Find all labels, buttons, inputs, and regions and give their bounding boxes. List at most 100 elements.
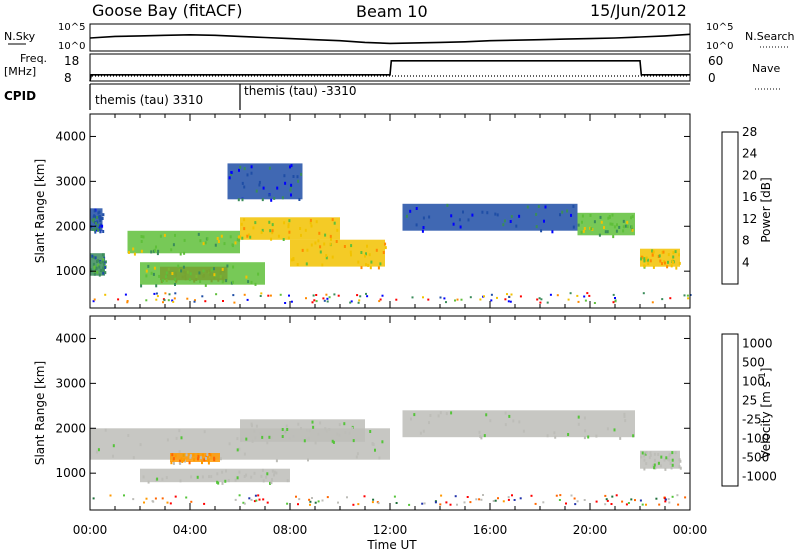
power-cell (356, 294, 359, 297)
power-cell (622, 225, 625, 229)
power-cell (284, 302, 287, 304)
power-cell (496, 296, 498, 299)
velocity-cell (671, 451, 674, 455)
power-cell (651, 249, 654, 253)
power-cell (604, 230, 607, 234)
velocity-cell (205, 455, 208, 459)
power-cell (147, 264, 150, 268)
power-cell (153, 266, 156, 270)
velocity-cell (297, 422, 300, 426)
velocity-cell (352, 439, 355, 443)
velocity-cell (445, 412, 448, 416)
power-cell (589, 214, 592, 217)
power-cell (287, 223, 290, 227)
power-cell (104, 271, 107, 275)
power-cell (672, 261, 674, 264)
power-cell (231, 243, 234, 247)
velocity-cell (480, 498, 483, 501)
velocity-region (140, 468, 290, 483)
velocity-cell (238, 494, 241, 497)
power-cell (567, 298, 570, 301)
power-cell (321, 263, 324, 267)
velocity-cell (243, 502, 246, 505)
velocity-cell (139, 443, 142, 447)
power-cell (92, 220, 95, 224)
velocity-cell (266, 501, 269, 504)
velocity-cell (653, 466, 656, 470)
velocity-cell (281, 435, 284, 438)
power-cbar-tick: 12 (742, 212, 757, 226)
power-cbar-frame (721, 131, 739, 285)
velocity-cell (197, 457, 199, 461)
power-cell (384, 242, 387, 246)
power-cell (551, 230, 554, 234)
power-cell (651, 253, 654, 257)
power-cell (287, 236, 290, 240)
power-cell (230, 281, 233, 285)
velocity-cell (243, 475, 246, 478)
power-cell (652, 250, 655, 254)
power-cell (162, 301, 164, 304)
power-cell (454, 299, 456, 302)
velocity-cell (189, 455, 192, 459)
power-cell (667, 260, 669, 264)
velocity-cell (574, 503, 577, 506)
velocity-cell (240, 438, 243, 442)
velocity-cell (190, 500, 193, 503)
nsearch-axis-top: 10^5 (706, 22, 733, 33)
power-cell (300, 233, 302, 237)
velocity-cbar-tick: 25 (742, 394, 757, 408)
power-cell (490, 299, 493, 302)
power-cell (96, 220, 99, 224)
power-cell (357, 260, 360, 264)
power-cell (174, 278, 177, 281)
power-cell (283, 221, 286, 225)
power-cell (268, 166, 271, 170)
power-cell (128, 250, 130, 254)
power-ytick-label: 1000 (55, 264, 86, 278)
power-cell (268, 193, 271, 197)
velocity-cell (663, 458, 666, 462)
power-cell (689, 294, 692, 296)
power-cell (162, 279, 164, 282)
power-cell (155, 245, 157, 249)
velocity-cell (303, 439, 306, 443)
velocity-cell (649, 453, 652, 457)
power-cell (117, 298, 120, 301)
power-cell (323, 299, 326, 302)
velocity-cell (179, 461, 182, 465)
velocity-cell (469, 501, 472, 504)
power-cell (159, 234, 162, 238)
velocity-cell (668, 454, 671, 458)
power-cell (504, 298, 507, 301)
power-cell (188, 278, 191, 282)
power-cell (443, 297, 446, 300)
velocity-cell (201, 461, 203, 465)
power-cell (104, 266, 107, 269)
velocity-cell (668, 458, 671, 462)
velocity-cell (207, 459, 210, 463)
power-cell (365, 263, 367, 267)
velocity-cell (378, 456, 381, 460)
power-cell (606, 230, 609, 234)
power-cell (395, 298, 398, 301)
power-cell (549, 293, 552, 296)
power-cell (213, 267, 215, 271)
power-cell (614, 297, 616, 299)
power-cell (577, 300, 580, 303)
power-cell (611, 222, 614, 226)
velocity-cell (266, 472, 269, 476)
power-cell (250, 280, 253, 284)
velocity-cell (271, 478, 273, 482)
velocity-cbar-tick: 1000 (742, 337, 773, 351)
velocity-cell (331, 439, 334, 443)
velocity-cell (193, 458, 196, 462)
velocity-cell (371, 501, 374, 504)
power-cell (155, 298, 158, 301)
velocity-cell (504, 423, 507, 427)
power-cell (183, 238, 186, 242)
velocity-cell (610, 503, 613, 505)
velocity-cell (645, 462, 648, 466)
power-cell (515, 224, 518, 228)
power-cell (221, 280, 224, 284)
